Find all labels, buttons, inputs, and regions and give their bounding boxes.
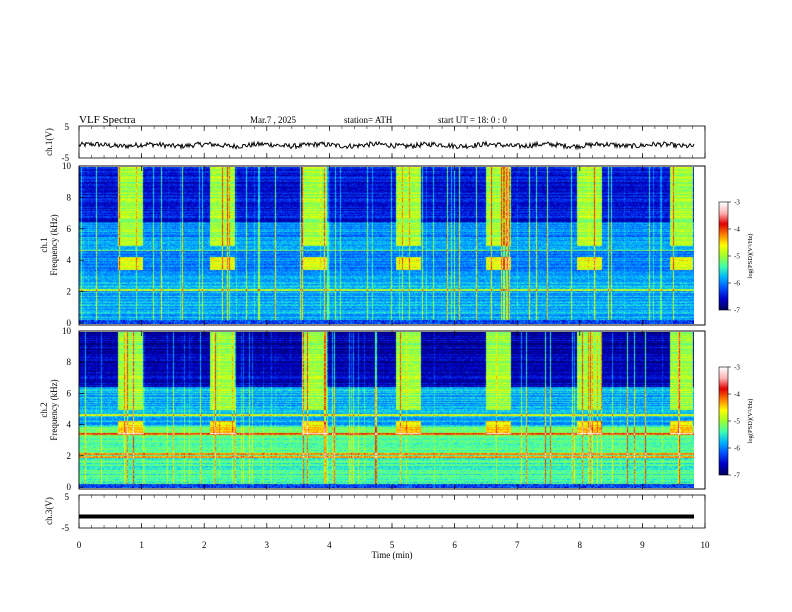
ch2-spectrogram-ylabel-frequency: Frequency (kHz)	[49, 379, 59, 440]
y-tick-label: 10	[62, 161, 72, 171]
date-label: Mar.7 , 2025	[250, 115, 296, 125]
y-tick-label: 2	[67, 287, 72, 297]
ch1-waveform-panel: 5 -5 ch.1(V)	[44, 122, 706, 163]
ch1-spectrogram-yticks: 0 2 4 6 8 10	[62, 161, 84, 328]
ch1-waveform-ylabel: ch.1(V)	[44, 128, 54, 156]
ch1-spectrogram-panel: 0 2 4 6 8 10 ch.1 Frequency (kHz)	[39, 161, 706, 328]
ch3-waveform-line	[79, 514, 694, 519]
ch1-spectrogram-ylabel-frequency: Frequency (kHz)	[49, 214, 59, 275]
colorbar-tick-label: -6	[734, 280, 740, 288]
colorbar-tick-label: -6	[734, 445, 740, 453]
x-tick-label: 1	[139, 540, 144, 550]
ch3-waveform-ylabel: ch.3(V)	[44, 497, 54, 525]
ch1-colorbar-gradient	[719, 202, 728, 310]
ch1-ytick-top: 5	[65, 122, 70, 132]
ch1-colorbar-ticks: -3 -4 -5 -6 -7	[728, 199, 740, 315]
colorbar-tick-label: -4	[734, 226, 740, 234]
y-tick-label: 6	[67, 388, 72, 398]
ch3-ytick-bottom: -5	[62, 523, 70, 533]
x-tick-label: 3	[265, 540, 270, 550]
y-tick-label: 8	[67, 192, 72, 202]
ch2-spectrogram-panel: 0 2 4 6 8 10 ch.2 Frequency (kHz)	[39, 326, 706, 492]
ch1-waveform-line	[78, 140, 695, 151]
ch1-spectrogram-image	[79, 167, 694, 324]
colorbar-tick-label: -3	[734, 199, 740, 207]
ch2-colorbar-ticks: -3 -4 -5 -6 -7	[728, 364, 740, 480]
ch2-spectrogram-yticks: 0 2 4 6 8 10	[62, 326, 84, 492]
y-tick-label: 2	[67, 451, 72, 461]
y-tick-label: 0	[67, 482, 72, 492]
x-axis-label: Time (min)	[372, 550, 413, 560]
x-tick-label: 5	[390, 540, 395, 550]
ch2-colorbar-label: log(PSD)(V²/Hz)	[747, 399, 754, 444]
x-tick-label: 4	[327, 540, 332, 550]
figure-title: VLF Spectra	[79, 114, 136, 126]
ch2-spectrogram-image	[79, 332, 694, 488]
colorbar-tick-label: -5	[734, 418, 740, 426]
colorbar-tick-label: -4	[734, 391, 740, 399]
y-tick-label: 6	[67, 224, 72, 234]
x-tick-label: 0	[77, 540, 82, 550]
x-tick-label: 10	[701, 540, 711, 550]
y-tick-label: 0	[67, 318, 72, 328]
ch3-ytick-top: 5	[65, 492, 70, 502]
y-tick-label: 8	[67, 357, 72, 367]
colorbar-tick-label: -7	[734, 472, 740, 480]
ch1-colorbar: -3 -4 -5 -6 -7 log(PSD)(V²/Hz)	[718, 199, 754, 315]
x-tick-label: 8	[578, 540, 583, 550]
colorbar-tick-label: -7	[734, 307, 740, 315]
station-label: station= ATH	[344, 115, 393, 125]
ch2-colorbar-gradient	[719, 367, 728, 475]
x-tick-label: 7	[515, 540, 520, 550]
y-tick-label: 4	[67, 255, 72, 265]
ch1-spectrogram-ylabel-channel: ch.1	[39, 237, 49, 252]
x-tick-label: 6	[452, 540, 457, 550]
ch1-ytick-bottom: -5	[62, 153, 70, 163]
colorbar-tick-label: -3	[734, 364, 740, 372]
x-axis-ticks	[78, 126, 706, 528]
x-tick-label: 9	[640, 540, 645, 550]
y-tick-label: 4	[67, 420, 72, 430]
x-axis-tick-labels: 0 1 2 3 4 5 6 7 8 9 10	[77, 540, 710, 550]
start-time-label: start UT = 18: 0 : 0	[438, 115, 507, 125]
ch3-waveform-panel: 5 -5 ch.3(V)	[44, 492, 706, 533]
colorbar-tick-label: -5	[734, 253, 740, 261]
ch2-colorbar: -3 -4 -5 -6 -7 log(PSD)(V²/Hz)	[718, 364, 754, 480]
x-tick-label: 2	[202, 540, 207, 550]
ch2-spectrogram-ylabel-channel: ch.2	[39, 402, 49, 417]
ch1-colorbar-label: log(PSD)(V²/Hz)	[747, 234, 754, 279]
y-tick-label: 10	[62, 326, 72, 336]
